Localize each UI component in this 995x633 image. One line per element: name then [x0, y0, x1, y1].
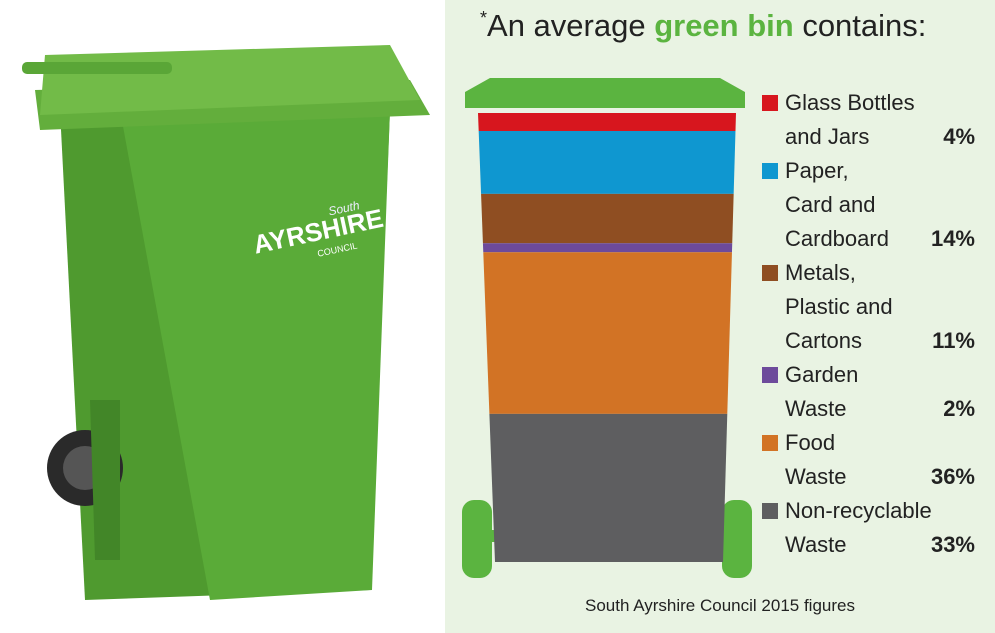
logo-text: South [327, 198, 361, 218]
title-part: An average [487, 8, 655, 43]
legend-item: Food Waste 36% [762, 426, 975, 494]
source: South Ayrshire Council 2015 figures [585, 596, 855, 615]
title-part: green bin [654, 8, 794, 43]
legend-item: Metals, Plastic and Cartons 11% [762, 256, 975, 358]
legend-item: Glass Bottles and Jars 4% [762, 86, 975, 154]
bar-segment [478, 113, 736, 131]
legend-swatch [762, 95, 778, 111]
legend-swatch [762, 265, 778, 281]
legend-swatch [762, 435, 778, 451]
legend-item: Non-recyclable Waste 33% [762, 494, 975, 562]
bin-wheel [462, 500, 492, 578]
bar-segment [483, 252, 732, 414]
legend-swatch [762, 367, 778, 383]
value-label: 14% [930, 226, 975, 251]
legend-label: Metals, Plastic and Cartons [785, 260, 893, 353]
bin-lid [465, 78, 745, 108]
legend-label: Garden Waste [785, 362, 859, 421]
legend-swatch [762, 503, 778, 519]
value-label: 2% [943, 396, 975, 421]
legend-item: Paper, Card and Cardboard 14% [762, 154, 975, 256]
bar-segment [489, 413, 728, 562]
value-label: 36% [930, 464, 975, 489]
bin-axle [490, 530, 498, 542]
legend-label: Non-recyclable Waste [785, 498, 932, 557]
chart-title: *An average green bin contains: [480, 8, 926, 44]
legend-label: Food Waste [785, 430, 847, 489]
title-part: * [480, 8, 488, 28]
bin-wheel [722, 500, 752, 578]
bar-segment [481, 193, 734, 244]
title-part: contains: [793, 8, 927, 43]
legend-swatch [762, 163, 778, 179]
bar-segment [482, 243, 733, 253]
value-label: 33% [930, 532, 975, 557]
bin-photo [22, 45, 430, 600]
legend-label: Paper, Card and Cardboard [785, 158, 889, 251]
legend-item: Garden Waste 2% [762, 358, 975, 426]
legend-label: Glass Bottles and Jars [785, 90, 915, 149]
value-label: 11% [932, 328, 975, 353]
bar-segment [478, 130, 736, 194]
value-label: 4% [943, 124, 975, 149]
